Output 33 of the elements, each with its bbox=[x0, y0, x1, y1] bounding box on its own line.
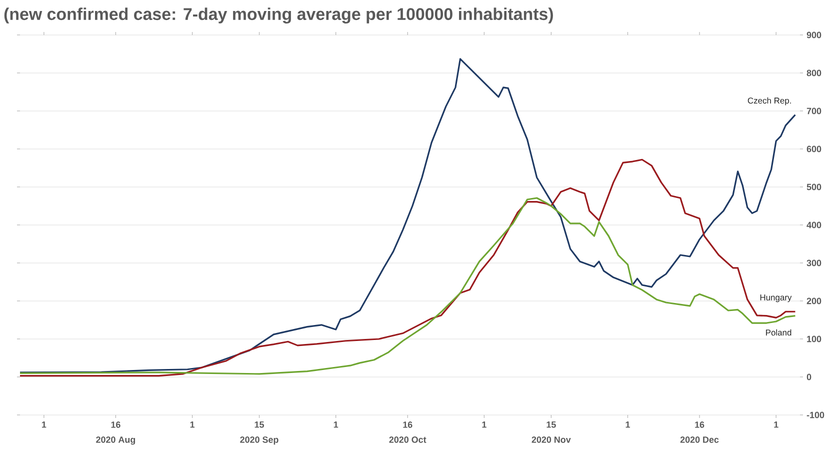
y-tick-label: 100 bbox=[807, 336, 822, 342]
text: 2020 Oct bbox=[389, 436, 426, 443]
x-tick-label: 16 bbox=[403, 422, 412, 428]
x-tick-label: 1 bbox=[42, 422, 46, 428]
series-label: Poland bbox=[766, 329, 792, 336]
line-series bbox=[19, 158, 796, 377]
x-tick-label: 16 bbox=[111, 422, 120, 428]
chart-title: (new confirmed case: 7-day moving average per 100000 inhabitants) bbox=[4, 8, 553, 24]
y-tick-label: 500 bbox=[806, 184, 822, 190]
x-tick-label: 15 bbox=[546, 422, 556, 428]
text: 2020 Aug bbox=[96, 436, 136, 445]
series-label: Hungary bbox=[760, 294, 792, 302]
y-tick-label: 900 bbox=[806, 32, 822, 38]
x-tick-label: 15 bbox=[254, 422, 264, 428]
y-tick-label: -100 bbox=[806, 412, 824, 418]
y-tick-label: 0 bbox=[806, 374, 812, 380]
series-label: Czech Rep. bbox=[748, 97, 791, 106]
x-tick-label: 1 bbox=[774, 422, 778, 428]
text: 2020 Nov bbox=[532, 436, 571, 443]
x-tick-label: 1 bbox=[482, 422, 486, 428]
line-series bbox=[19, 197, 796, 375]
x-tick-label: 1 bbox=[626, 422, 630, 428]
y-tick-label: 200 bbox=[806, 298, 822, 304]
y-tick-label: 800 bbox=[806, 70, 822, 76]
x-tick-label: 1 bbox=[334, 422, 338, 428]
text: 2020 Dec bbox=[680, 436, 719, 443]
x-tick-label: 16 bbox=[695, 422, 704, 428]
y-tick-label: 600 bbox=[806, 146, 822, 152]
text: 2020 Sep bbox=[240, 436, 278, 445]
y-tick-label: 400 bbox=[806, 222, 822, 228]
y-tick-label: 700 bbox=[806, 108, 822, 114]
x-tick-label: 1 bbox=[190, 422, 195, 428]
y-tick-label: 300 bbox=[806, 260, 822, 266]
